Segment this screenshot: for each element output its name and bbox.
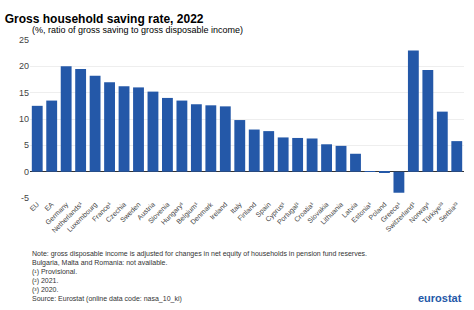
svg-text:20: 20 (19, 61, 29, 71)
svg-text:Austria: Austria (136, 201, 156, 221)
svg-text:5: 5 (24, 140, 29, 150)
svg-text:-5: -5 (21, 193, 29, 203)
svg-text:0: 0 (24, 167, 29, 177)
svg-text:(³) 2020.: (³) 2020. (32, 286, 59, 294)
svg-text:(¹) Provisional.: (¹) Provisional. (32, 268, 77, 276)
svg-text:Spain: Spain (254, 201, 272, 219)
svg-text:Belgium¹: Belgium¹ (175, 200, 201, 226)
svg-text:Lithuania: Lithuania (319, 201, 344, 226)
svg-text:Greece¹: Greece¹ (379, 200, 402, 223)
svg-text:Portugal¹: Portugal¹ (276, 200, 302, 226)
svg-text:Finland: Finland (236, 201, 257, 222)
svg-text:Latvia: Latvia (341, 201, 359, 219)
svg-text:Netherlands¹: Netherlands¹ (51, 200, 85, 234)
svg-text:EA: EA (43, 201, 55, 213)
svg-text:Hungary¹: Hungary¹ (160, 200, 186, 226)
svg-text:Germany: Germany (44, 200, 70, 226)
svg-text:Bulgaria, Malta and Romania: n: Bulgaria, Malta and Romania: not availab… (32, 259, 167, 267)
svg-text:Source: Eurostat (online data: Source: Eurostat (online data code: nasa… (32, 295, 182, 303)
svg-text:10: 10 (19, 114, 29, 124)
svg-text:Türkiye²³: Türkiye²³ (421, 200, 447, 226)
svg-text:Czechia: Czechia (104, 201, 127, 224)
svg-text:Luxembourg: Luxembourg (66, 201, 99, 234)
svg-text:(%, ratio of gross saving to g: (%, ratio of gross saving to gross dispo… (32, 25, 243, 35)
svg-text:Serbia²³: Serbia²³ (437, 200, 460, 223)
svg-text:Italy: Italy (229, 200, 244, 215)
svg-text:Poland: Poland (367, 201, 387, 221)
svg-text:Cyprus¹: Cyprus¹ (264, 200, 287, 223)
svg-text:Note: gross disposable income: Note: gross disposable income is adjuste… (32, 250, 367, 258)
svg-text:Slovenia: Slovenia (147, 201, 171, 225)
svg-text:Croatia¹: Croatia¹ (293, 200, 316, 223)
svg-text:Switzerland¹: Switzerland¹ (384, 200, 417, 233)
svg-text:25: 25 (19, 35, 29, 45)
svg-text:Sweden: Sweden (119, 201, 142, 224)
svg-text:15: 15 (19, 88, 29, 98)
svg-text:EU: EU (29, 201, 41, 213)
svg-text:(²) 2021.: (²) 2021. (32, 277, 59, 285)
svg-text:France¹: France¹ (91, 200, 113, 222)
svg-text:eurostat: eurostat (418, 292, 462, 304)
svg-text:Denmark: Denmark (189, 200, 214, 225)
svg-text:Norway¹: Norway¹ (408, 200, 433, 225)
svg-text:Ireland: Ireland (208, 201, 228, 221)
svg-text:Slovakia: Slovakia (306, 201, 330, 225)
svg-text:Estonia¹: Estonia¹ (350, 200, 374, 224)
svg-text:Gross household saving rate, 2: Gross household saving rate, 2022 (5, 12, 204, 26)
